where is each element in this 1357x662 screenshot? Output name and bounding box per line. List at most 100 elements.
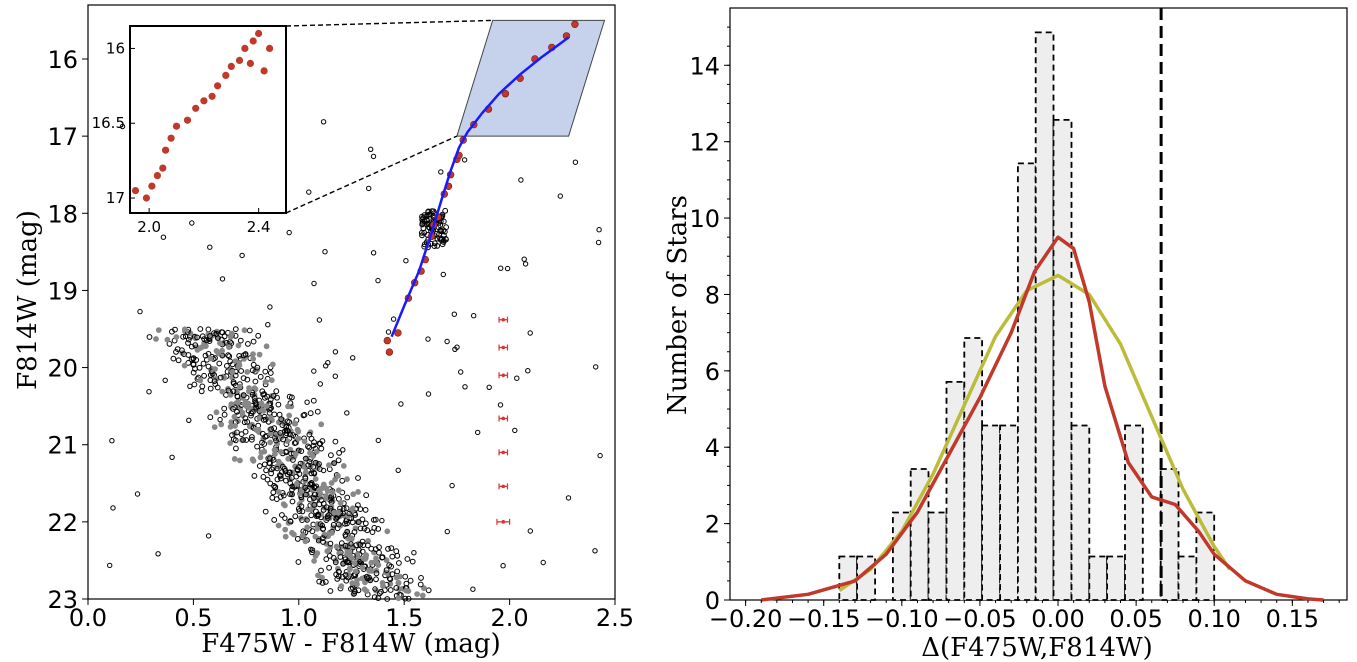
cmd-star	[311, 502, 318, 508]
cmd-star	[253, 426, 260, 433]
cmd-star	[257, 373, 264, 380]
cmd-star	[361, 586, 368, 593]
cmd-x-tick-label: 2.0	[491, 604, 529, 632]
cmd-star	[306, 458, 313, 465]
cmd-y-tick-label: 19	[47, 277, 78, 305]
cmd-star	[384, 596, 391, 602]
cmd-star	[232, 423, 238, 429]
cmd-star	[521, 256, 527, 262]
cmd-star	[389, 553, 396, 560]
cmd-star	[402, 595, 409, 602]
hist-bar	[981, 424, 1001, 601]
cmd-star	[213, 330, 220, 337]
cmd-star	[363, 573, 370, 580]
cmd-star	[342, 520, 348, 527]
cmd-star	[256, 463, 263, 469]
cmd-y-tick-label: 23	[47, 586, 78, 614]
cmd-star	[169, 454, 175, 460]
cmd-star	[385, 546, 391, 552]
cmd-star	[395, 580, 402, 586]
cmd-star	[337, 500, 344, 506]
cmd-star	[194, 347, 201, 353]
cmd-star	[254, 443, 261, 450]
cmd-star	[350, 355, 356, 361]
cmd-star	[174, 346, 181, 353]
cmd-star	[260, 407, 267, 414]
cmd-rgb-star	[501, 89, 510, 98]
cmd-red-clump-star	[419, 220, 426, 227]
cmd-star	[255, 332, 262, 339]
cmd-star	[326, 512, 332, 518]
cmd-x-tick-label: 1.5	[385, 604, 423, 632]
cmd-star	[318, 421, 325, 428]
cmd-y-tick-label: 21	[47, 432, 78, 460]
cmd-star	[233, 445, 239, 452]
cmd-star	[284, 418, 291, 425]
cmd-star	[403, 587, 409, 594]
cmd-star	[343, 577, 350, 584]
cmd-star	[240, 375, 247, 382]
cmd-star	[366, 185, 372, 192]
error-bar-point	[501, 317, 506, 322]
cmd-star	[336, 569, 342, 575]
cmd-star	[302, 475, 309, 482]
inset-connector-line	[285, 135, 458, 214]
cmd-star	[107, 562, 113, 569]
cmd-star	[221, 405, 228, 412]
cmd-star	[327, 544, 334, 551]
cmd-star	[320, 467, 327, 474]
cmd-star	[221, 333, 228, 340]
cmd-star	[197, 377, 204, 384]
cmd-star	[207, 244, 213, 250]
cmd-star	[304, 524, 311, 531]
cmd-star	[349, 519, 356, 526]
cmd-star	[310, 495, 317, 502]
cmd-star	[379, 554, 386, 561]
cmd-star	[265, 322, 271, 328]
inset-star	[222, 71, 230, 79]
cmd-inset: 2.0 2.4 16 16.5 17	[92, 19, 493, 236]
cmd-star	[203, 337, 210, 344]
cmd-star	[268, 470, 275, 477]
cmd-star	[282, 428, 288, 434]
hist-fit-curve	[838, 273, 1232, 592]
cmd-star	[273, 388, 280, 395]
cmd-star	[308, 546, 314, 552]
cmd-star	[302, 455, 309, 462]
cmd-star	[282, 533, 289, 540]
cmd-star	[500, 563, 506, 569]
cmd-star	[267, 455, 273, 462]
cmd-star	[362, 507, 369, 513]
cmd-star	[269, 361, 276, 368]
cmd-star	[298, 487, 305, 494]
cmd-star	[344, 410, 350, 416]
cmd-star	[258, 400, 265, 407]
cmd-star	[227, 423, 234, 430]
cmd-star	[370, 250, 377, 256]
cmd-star	[355, 519, 362, 525]
cmd-star	[310, 442, 317, 449]
cmd-star	[262, 508, 269, 515]
cmd-star	[324, 488, 331, 495]
cmd-star	[328, 452, 334, 459]
cmd-star	[235, 399, 241, 405]
cmd-rgb-star	[394, 329, 402, 337]
cmd-star	[407, 577, 414, 584]
inset-star	[200, 97, 208, 105]
cmd-star	[315, 538, 322, 544]
cmd-star	[226, 353, 233, 360]
hist-y-tick-label: 8	[705, 281, 720, 309]
cmd-star	[376, 590, 383, 597]
cmd-star	[425, 391, 432, 397]
cmd-star	[359, 516, 366, 523]
cmd-star	[264, 403, 270, 409]
cmd-star	[452, 346, 458, 352]
cmd-red-clump-star	[437, 235, 443, 242]
inset-star	[131, 187, 140, 195]
cmd-axis-ticks: 0.0 0.5 1.0 1.5 2.0 2.5 16 17 18 19 20 21 22 23	[47, 46, 634, 632]
cmd-error-bars	[496, 316, 511, 525]
cmd-star	[383, 567, 390, 573]
cmd-star	[355, 475, 361, 481]
cmd-ylabel: F814W (mag)	[13, 210, 43, 390]
hist-x-tick-label: −0.05	[943, 605, 1017, 633]
